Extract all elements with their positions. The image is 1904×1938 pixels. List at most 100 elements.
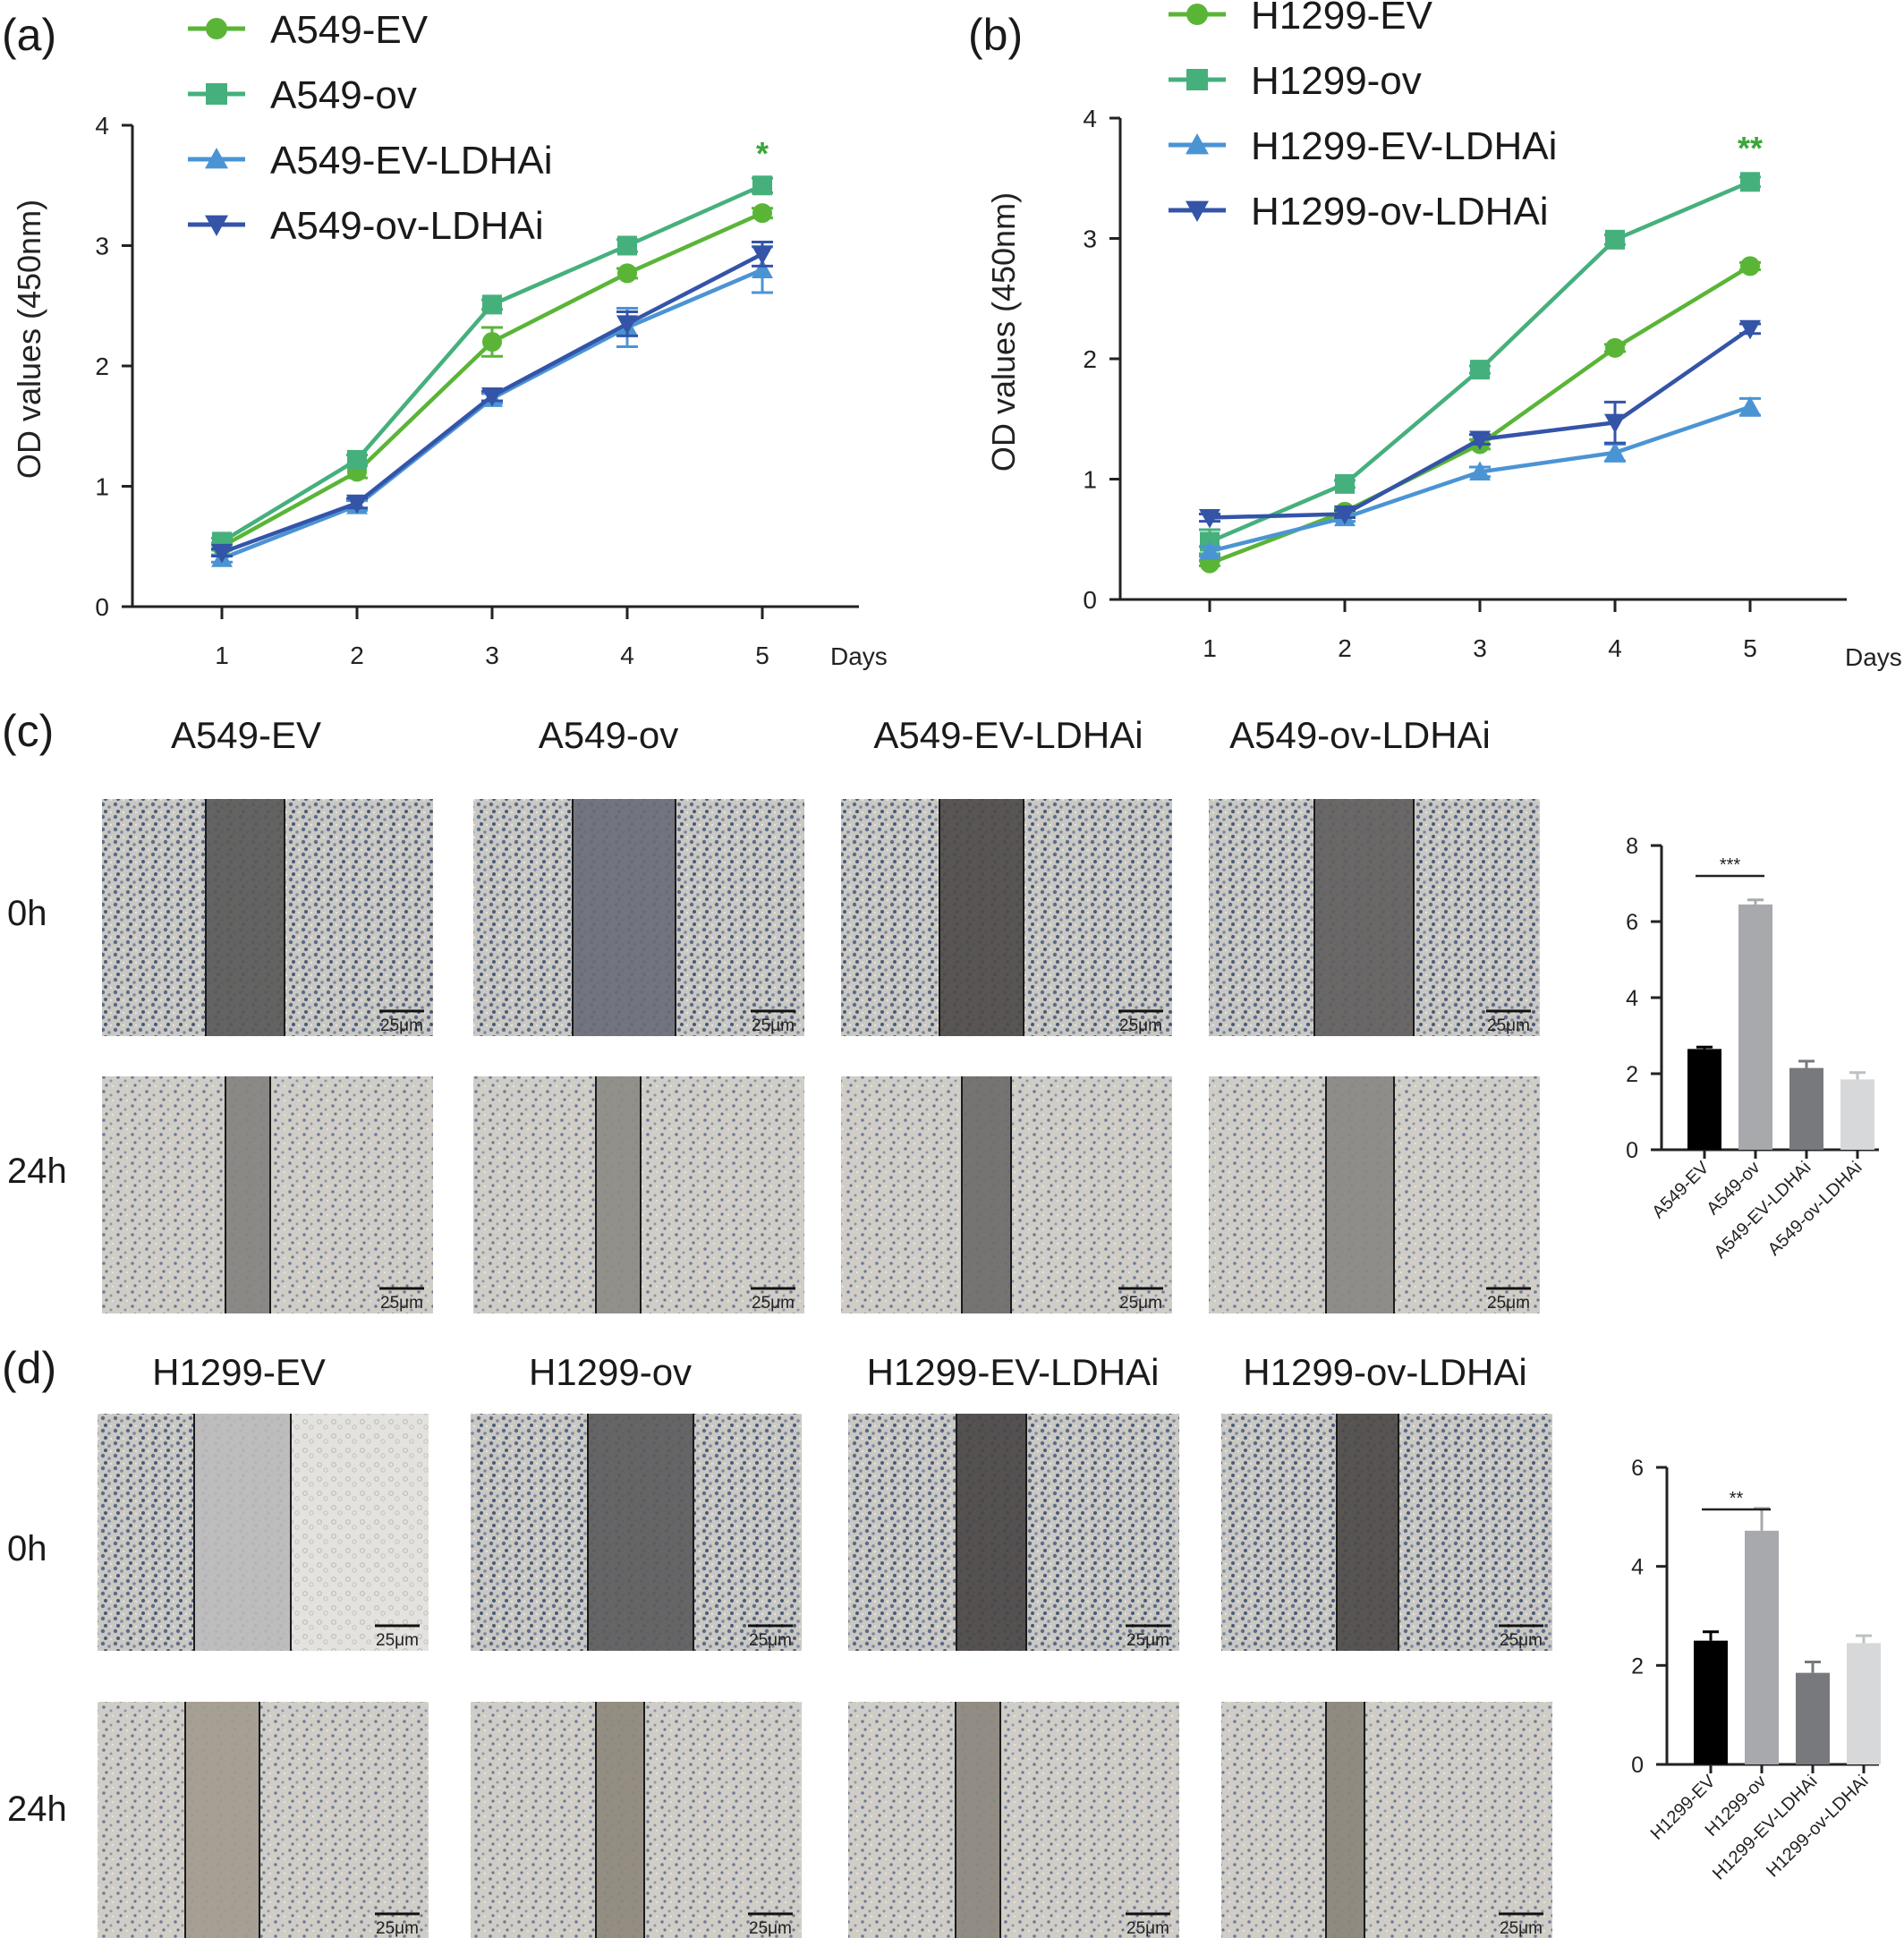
significance-marker: * xyxy=(756,135,769,172)
y-axis-label: OD values (450nm) xyxy=(11,200,47,479)
micrograph-tile: 25μm xyxy=(841,1076,1172,1313)
cell-background-pale xyxy=(291,1414,429,1651)
micrograph-tile: 25μm xyxy=(98,1414,429,1651)
column-title: A549-EV xyxy=(171,714,321,756)
scratch-assay-grid-c: A549-EV A549-ov A549-EV-LDHAi A549-ov-LDHAi… xyxy=(7,714,1540,1313)
bar xyxy=(1796,1672,1830,1764)
legend-marker xyxy=(1186,69,1208,90)
y-tick-label: 4 xyxy=(1083,105,1097,132)
legend-marker xyxy=(206,18,227,39)
legend-marker xyxy=(1186,4,1208,25)
scale-bar-label: 25μm xyxy=(1126,1919,1169,1938)
y-tick-label: 2 xyxy=(1631,1653,1644,1679)
scratch-gap xyxy=(225,1076,270,1313)
column-title: H1299-EV-LDHAi xyxy=(867,1351,1160,1393)
x-tick-label: 3 xyxy=(1473,634,1487,662)
micrograph-tile: 25μm xyxy=(1221,1414,1552,1651)
data-point xyxy=(617,235,637,256)
significance-marker: *** xyxy=(1720,855,1741,875)
bar xyxy=(1840,1079,1874,1150)
column-title: A549-ov-LDHAi xyxy=(1229,714,1491,756)
data-point xyxy=(481,387,503,407)
scale-bar-label: 25μm xyxy=(749,1631,792,1650)
scale-bar-label: 25μm xyxy=(1119,1016,1162,1035)
data-point xyxy=(1199,540,1220,560)
data-point xyxy=(347,449,367,470)
data-point xyxy=(1469,430,1491,451)
data-point xyxy=(482,294,502,315)
micrograph-tile: 25μm xyxy=(473,1076,804,1313)
y-tick-label: 1 xyxy=(1083,466,1097,494)
x-tick-label: 1 xyxy=(1203,634,1217,662)
x-tick-label: 3 xyxy=(485,642,499,669)
y-tick-label: 6 xyxy=(1631,1456,1644,1481)
data-point xyxy=(1334,505,1356,525)
data-point xyxy=(752,175,772,196)
y-tick-label: 3 xyxy=(1083,225,1097,253)
row-label: 0h xyxy=(7,1529,47,1568)
legend-marker xyxy=(205,215,228,236)
x-tick-label: 5 xyxy=(755,642,769,669)
y-tick-label: 2 xyxy=(1626,1062,1638,1087)
scratch-gap xyxy=(1337,1414,1398,1651)
data-point xyxy=(617,263,637,284)
legend-marker xyxy=(205,148,228,169)
column-title: H1299-EV xyxy=(152,1351,326,1393)
significance-marker: ** xyxy=(1730,1489,1744,1509)
data-point xyxy=(1470,360,1490,380)
x-tick-label: 2 xyxy=(1338,634,1352,662)
legend-label: H1299-EV-LDHAi xyxy=(1251,124,1557,168)
column-title: A549-ov xyxy=(539,714,678,756)
y-tick-label: 2 xyxy=(1083,345,1097,373)
scale-bar-label: 25μm xyxy=(1500,1919,1543,1938)
data-point xyxy=(752,245,773,265)
data-point xyxy=(1739,395,1761,416)
legend-marker xyxy=(1186,133,1209,155)
line-chart-a: 0 1 2 3 4 1 2 3 4 5 Days OD values (450nm) A549-EV A5… xyxy=(11,8,888,670)
bar xyxy=(1687,1049,1721,1150)
data-point xyxy=(1604,441,1626,462)
y-tick-label: 4 xyxy=(95,112,109,140)
legend-marker xyxy=(1186,200,1209,222)
micrograph-tile: 25μm xyxy=(848,1702,1179,1938)
scale-bar-label: 25μm xyxy=(752,1016,795,1035)
scratch-gap xyxy=(588,1414,693,1651)
scratch-gap xyxy=(206,799,285,1036)
data-point xyxy=(1604,413,1626,434)
y-tick-label: 4 xyxy=(1626,986,1638,1011)
bar-chart-c: 02468A549-EVA549-ovA549-EV-LDHAiA549-ov-… xyxy=(1626,834,1879,1262)
scratch-gap xyxy=(185,1702,259,1938)
column-title: H1299-ov xyxy=(529,1351,692,1393)
data-point xyxy=(1335,473,1355,494)
row-label: 24h xyxy=(7,1152,67,1191)
micrograph-tile: 25μm xyxy=(848,1414,1179,1651)
micrograph-tile: 25μm xyxy=(471,1414,802,1651)
bar xyxy=(1745,1530,1779,1764)
legend-label: A549-EV-LDHAi xyxy=(270,139,552,183)
scratch-assay-grid-d: H1299-EV H1299-ov H1299-EV-LDHAi H1299-ov-L… xyxy=(7,1351,1552,1938)
scale-bar-label: 25μm xyxy=(1119,1294,1162,1313)
series-line xyxy=(1209,264,1752,565)
x-tick-label: 1 xyxy=(215,642,229,669)
y-tick-label: 0 xyxy=(1631,1753,1644,1778)
scratch-gap xyxy=(573,799,676,1036)
micrograph-tile: 25μm xyxy=(471,1702,802,1938)
scratch-gap xyxy=(596,1702,644,1938)
x-tick-label: A549-EV xyxy=(1648,1158,1713,1223)
scale-bar-label: 25μm xyxy=(749,1919,792,1938)
micrograph-tile: 25μm xyxy=(841,799,1172,1036)
x-axis-label: Days xyxy=(830,642,888,670)
scale-bar-label: 25μm xyxy=(1126,1631,1169,1650)
micrograph-tile: 25μm xyxy=(98,1702,429,1938)
scratch-gap xyxy=(1326,1076,1394,1313)
y-tick-label: 0 xyxy=(1626,1138,1638,1163)
data-point xyxy=(1605,229,1625,250)
micrograph-tile: 25μm xyxy=(473,799,804,1036)
scratch-gap xyxy=(939,799,1024,1036)
y-axis-label: OD values (450nm) xyxy=(985,192,1022,472)
x-tick-label: 5 xyxy=(1743,634,1757,662)
scratch-gap xyxy=(956,1702,1000,1938)
scale-bar-label: 25μm xyxy=(1500,1631,1543,1650)
legend-label: A549-ov-LDHAi xyxy=(270,204,544,248)
